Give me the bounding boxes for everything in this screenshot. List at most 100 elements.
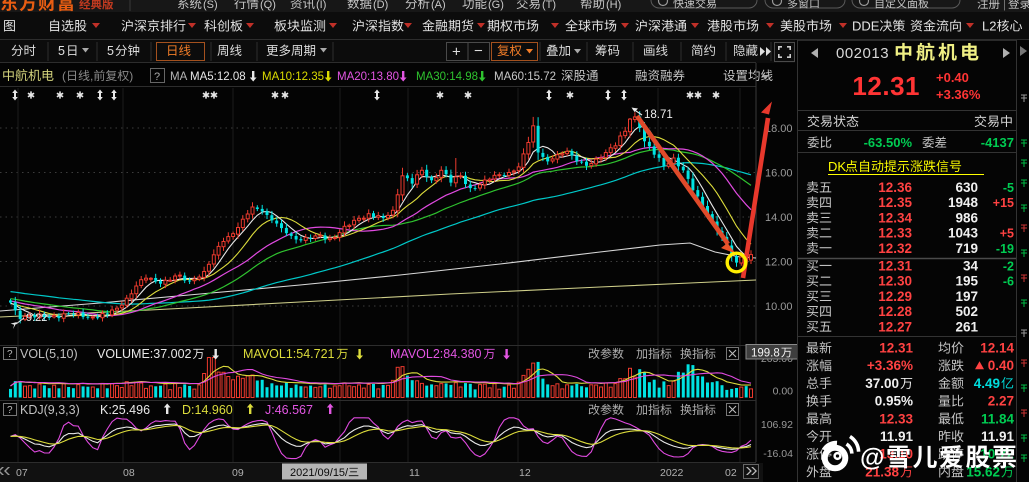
svg-text:MAVOL2:84.380: MAVOL2:84.380 — [390, 347, 482, 361]
svg-text:630: 630 — [955, 180, 978, 195]
svg-text:+15: +15 — [993, 196, 1014, 210]
svg-text:+: + — [452, 44, 461, 61]
svg-text:0.40: 0.40 — [988, 358, 1014, 373]
svg-text:002013: 002013 — [836, 45, 889, 62]
svg-text:0.95%: 0.95% — [875, 394, 913, 409]
svg-text:10.00: 10.00 — [765, 301, 793, 313]
svg-text:-16.04: -16.04 — [763, 448, 793, 460]
svg-text:14.00: 14.00 — [765, 212, 793, 224]
svg-text:VOL(5,10): VOL(5,10) — [20, 347, 78, 361]
svg-text:12.32: 12.32 — [878, 241, 912, 256]
svg-text:11: 11 — [409, 467, 420, 479]
svg-text:K:25.496: K:25.496 — [100, 403, 150, 417]
svg-text:986: 986 — [955, 210, 978, 225]
svg-text:07: 07 — [16, 467, 28, 479]
svg-text:106.92: 106.92 — [761, 419, 793, 431]
svg-text:15.62: 15.62 — [966, 464, 1000, 479]
svg-text:(A): (A) — [431, 0, 446, 11]
svg-text:11.91: 11.91 — [880, 429, 914, 444]
svg-text:21.38: 21.38 — [865, 464, 899, 479]
svg-text:2.27: 2.27 — [988, 394, 1014, 409]
svg-text:): ) — [129, 69, 133, 83]
svg-text:12.33: 12.33 — [878, 226, 912, 241]
svg-text:11.91: 11.91 — [981, 429, 1015, 444]
svg-text:09: 09 — [232, 467, 244, 479]
svg-text:+5: +5 — [1000, 227, 1014, 241]
svg-text:16.00: 16.00 — [765, 168, 793, 180]
svg-text:12.36: 12.36 — [878, 180, 912, 195]
svg-text:195: 195 — [955, 274, 978, 289]
svg-text:(D): (D) — [373, 0, 388, 11]
svg-text:(S): (S) — [203, 0, 218, 11]
svg-text:(H): (H) — [606, 0, 621, 11]
svg-text:VOLUME:37.002: VOLUME:37.002 — [97, 347, 192, 361]
svg-text:261: 261 — [955, 319, 978, 334]
svg-text:12.29: 12.29 — [878, 289, 912, 304]
svg-text:12: 12 — [519, 467, 531, 479]
svg-text:MA5:12.08: MA5:12.08 — [190, 71, 246, 83]
svg-text:-63.50%: -63.50% — [864, 135, 913, 150]
svg-text:MA20:13.80: MA20:13.80 — [337, 71, 399, 83]
svg-text:+0.40: +0.40 — [936, 70, 969, 85]
svg-text:12.14: 12.14 — [980, 341, 1014, 356]
svg-text:18.71: 18.71 — [644, 109, 673, 121]
svg-text:37.00: 37.00 — [865, 376, 899, 391]
svg-text:+3.36%: +3.36% — [867, 358, 913, 373]
svg-text:MAVOL1:54.721: MAVOL1:54.721 — [243, 347, 335, 361]
svg-text:+3.36%: +3.36% — [936, 87, 981, 102]
svg-text:9.22: 9.22 — [26, 312, 47, 324]
svg-text:(G): (G) — [488, 0, 504, 11]
svg-text:2021/09/15/: 2021/09/15/ — [290, 467, 349, 479]
svg-text:12.00: 12.00 — [765, 257, 793, 269]
svg-text:1043: 1043 — [948, 226, 979, 241]
svg-text:18.00: 18.00 — [765, 123, 793, 135]
svg-text:-5: -5 — [1003, 181, 1014, 195]
svg-text:-6: -6 — [1003, 275, 1014, 289]
svg-text:,: , — [90, 69, 93, 83]
svg-text:12.30: 12.30 — [878, 274, 912, 289]
svg-text:MA: MA — [170, 71, 188, 83]
svg-text:12.33: 12.33 — [879, 411, 913, 426]
svg-text:5: 5 — [107, 44, 114, 58]
svg-text:719: 719 — [955, 241, 978, 256]
svg-text:-2: -2 — [1003, 260, 1014, 274]
svg-text:12.34: 12.34 — [878, 210, 912, 225]
svg-text:1948: 1948 — [948, 195, 979, 210]
svg-text:MA30:14.98: MA30:14.98 — [416, 71, 478, 83]
svg-text:02: 02 — [725, 467, 737, 479]
svg-text:KDJ(9,3,3): KDJ(9,3,3) — [20, 403, 80, 417]
svg-text:5: 5 — [58, 44, 65, 58]
svg-text:502: 502 — [955, 304, 978, 319]
svg-text:−: − — [474, 43, 483, 60]
svg-text:0.00: 0.00 — [773, 386, 794, 398]
svg-text:12.35: 12.35 — [878, 195, 912, 210]
svg-text:DDE: DDE — [852, 19, 880, 34]
svg-text:11.84: 11.84 — [981, 411, 1015, 426]
svg-text:197: 197 — [955, 289, 978, 304]
svg-text:12.28: 12.28 — [878, 304, 912, 319]
svg-text:?: ? — [7, 405, 13, 416]
svg-text:J:46.567: J:46.567 — [265, 403, 313, 417]
svg-text:MA60:15.72: MA60:15.72 — [494, 71, 556, 83]
svg-text:D:14.960: D:14.960 — [182, 403, 233, 417]
svg-text:(I): (I) — [316, 0, 326, 11]
svg-text:-4137: -4137 — [981, 135, 1014, 150]
svg-text:DK: DK — [828, 159, 846, 174]
svg-text:12.31: 12.31 — [879, 341, 913, 356]
svg-text:?: ? — [154, 71, 160, 83]
svg-text:12.31: 12.31 — [852, 71, 920, 101]
svg-text:199.8: 199.8 — [751, 348, 780, 360]
svg-text:L2: L2 — [982, 19, 996, 34]
svg-text:34: 34 — [963, 259, 979, 274]
svg-text:?: ? — [7, 349, 13, 360]
svg-text:4.49: 4.49 — [974, 376, 1000, 391]
svg-text:(T): (T) — [542, 0, 556, 11]
svg-text:@: @ — [860, 444, 884, 472]
svg-text:(Q): (Q) — [260, 0, 276, 11]
svg-text:(: ( — [62, 69, 66, 83]
svg-text:-19: -19 — [996, 242, 1014, 256]
svg-text:2022: 2022 — [660, 467, 684, 479]
svg-text:12.31: 12.31 — [878, 259, 912, 274]
svg-text:12.27: 12.27 — [878, 319, 912, 334]
svg-text:|: | — [1003, 0, 1006, 11]
